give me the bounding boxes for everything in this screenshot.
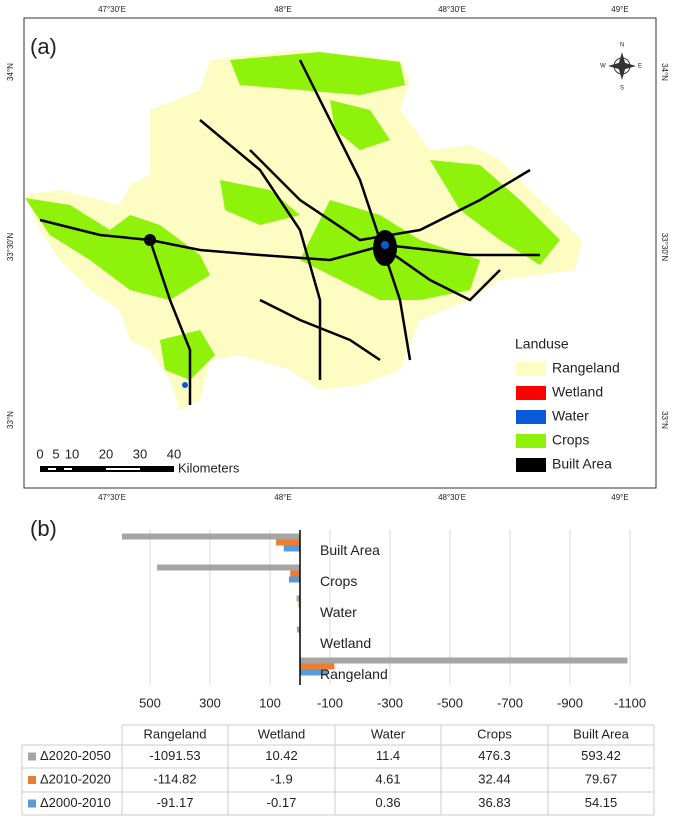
legend-swatch [516, 410, 546, 424]
panel-label: (b) [30, 516, 57, 541]
table-value: 79.67 [585, 771, 618, 786]
table-value: -0.17 [267, 795, 297, 810]
legend-swatch [516, 362, 546, 376]
latitude-label: 33°N [660, 411, 669, 429]
latitude-label: 33°N [6, 411, 15, 429]
scale-label: 20 [99, 446, 113, 461]
water-body [182, 382, 188, 388]
longitude-label: 49°E [611, 5, 628, 14]
bar [300, 658, 627, 664]
legend-swatch [28, 800, 36, 808]
legend-label: Δ2020-2050 [40, 748, 111, 763]
panel-label: (a) [30, 34, 57, 59]
table-value: 593.42 [581, 748, 621, 763]
latitude-label: 34°N [660, 63, 669, 81]
scale-label: 10 [65, 446, 79, 461]
category-label: Crops [320, 573, 357, 589]
category-label: Wetland [320, 635, 371, 651]
legend-label: Δ2010-2020 [40, 771, 111, 786]
legend-label: Δ2000-2010 [40, 795, 111, 810]
table-header: Wetland [258, 726, 305, 741]
legend-swatch [28, 753, 36, 761]
x-tick-label: -700 [497, 695, 523, 710]
longitude-label: 47°30'E [98, 5, 126, 14]
legend-swatch [28, 776, 36, 784]
bar [290, 571, 300, 577]
table-header: Rangeland [144, 726, 207, 741]
legend-title: Landuse [515, 336, 569, 352]
scale-bar-gap [48, 468, 56, 470]
table-value: -114.82 [153, 771, 196, 786]
scale-label: 0 [36, 446, 43, 461]
longitude-label: 47°30'E [98, 493, 126, 502]
x-tick-label: 500 [139, 695, 161, 710]
x-tick-label: -1100 [614, 695, 646, 710]
scale-bar-gap [106, 468, 140, 470]
legend-swatch [516, 434, 546, 448]
legend-swatch [516, 386, 546, 400]
scale-unit: Kilometers [178, 460, 240, 475]
legend-swatch [516, 458, 546, 472]
scale-label: 5 [52, 446, 59, 461]
table-value: 0.36 [375, 795, 400, 810]
compass-letter: N [620, 43, 624, 49]
x-tick-label: -300 [377, 695, 403, 710]
table-value: 11.4 [376, 748, 400, 763]
longitude-label: 48°30'E [438, 493, 466, 502]
latitude-label: 33°30'N [660, 233, 669, 262]
table-value: 476.3 [478, 748, 511, 763]
bar [157, 565, 300, 571]
category-label: Built Area [320, 542, 380, 558]
table-value: 36.83 [478, 795, 511, 810]
legend-label: Wetland [552, 384, 603, 400]
scale-label: 40 [167, 446, 181, 461]
bar [122, 534, 300, 540]
legend-label: Built Area [552, 456, 612, 472]
x-tick-label: -100 [317, 695, 343, 710]
bar [284, 546, 300, 552]
longitude-label: 48°E [274, 5, 291, 14]
table-value: 4.61 [375, 771, 400, 786]
x-tick-label: -900 [557, 695, 583, 710]
scale-label: 30 [133, 446, 147, 461]
table-value: 54.15 [585, 795, 618, 810]
x-tick-label: 300 [199, 695, 221, 710]
water-body [381, 241, 389, 249]
table-value: -91.17 [157, 795, 194, 810]
x-tick-label: -500 [437, 695, 463, 710]
city [144, 234, 156, 246]
longitude-label: 48°E [274, 493, 291, 502]
scale-bar-gap [64, 468, 72, 470]
longitude-label: 49°E [611, 493, 628, 502]
bar [276, 540, 300, 546]
map: (a) 47°30'E 47°30'E 48°E 48°E 48°30'E 48°30'E… [6, 5, 669, 502]
category-label: Water [320, 604, 357, 620]
table-header: Water [371, 726, 406, 741]
category-label: Rangeland [320, 666, 388, 682]
longitude-label: 48°30'E [438, 5, 466, 14]
table-value: 32.44 [478, 771, 511, 786]
legend-label: Crops [552, 432, 589, 448]
table-header: Crops [477, 726, 512, 741]
compass-letter: W [600, 64, 606, 70]
table-value: -1091.53 [149, 748, 200, 763]
legend-label: Water [552, 408, 589, 424]
table-header: Built Area [573, 726, 629, 741]
table-value: -1.9 [270, 771, 292, 786]
bar [289, 577, 300, 583]
x-tick-label: 100 [259, 695, 281, 710]
latitude-label: 33°30'N [6, 233, 15, 262]
bar-chart: 500 300 100 -100 -300 -500 -700 -900 -1100 Rangel… [22, 530, 654, 815]
table-value: 10.42 [265, 748, 298, 763]
compass-letter: E [638, 64, 642, 70]
compass-letter: S [620, 86, 624, 92]
legend-label: Rangeland [552, 360, 620, 376]
latitude-label: 34°N [6, 63, 15, 81]
